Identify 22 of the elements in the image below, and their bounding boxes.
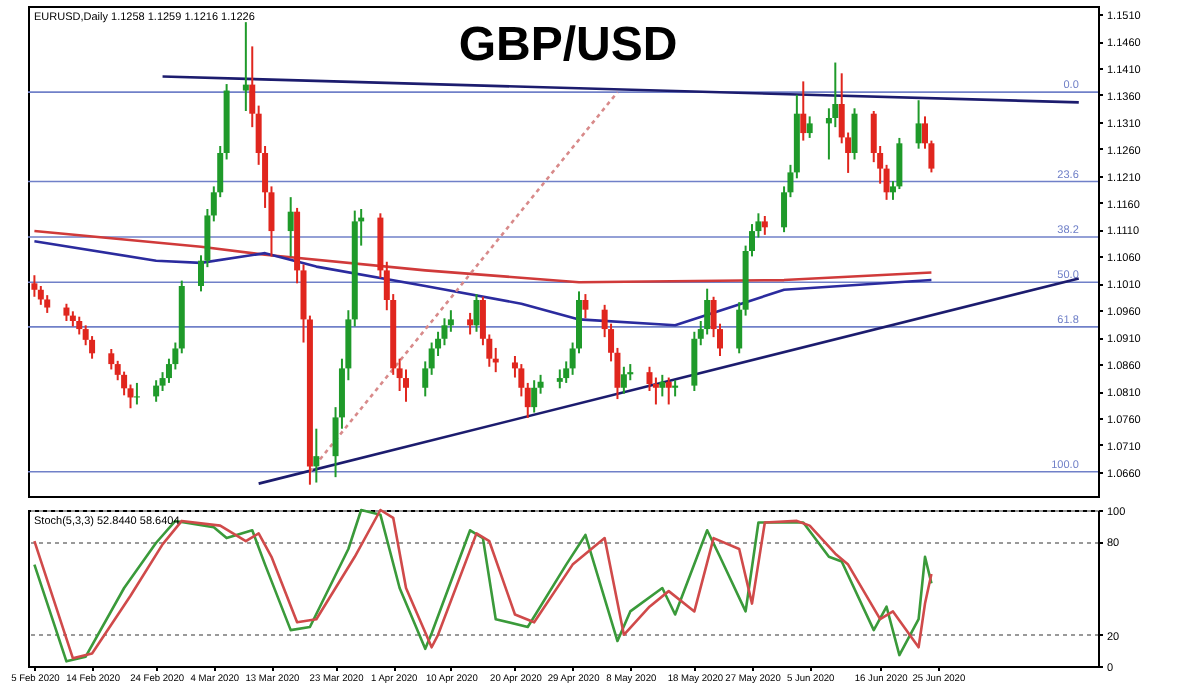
candlestick [659,373,666,398]
candlestick [851,107,858,161]
candlestick [620,365,627,395]
candlestick [582,293,589,320]
candlestick [242,21,249,112]
candlestick [761,215,768,236]
candlestick [473,293,480,333]
line-series [33,240,933,327]
candlestick [287,196,294,258]
candlestick [806,115,813,139]
line-series [33,229,933,284]
chart-title: GBP/USD [458,18,678,72]
candlestick [665,376,672,406]
candlestick [153,379,160,403]
candlestick [915,99,922,150]
candlestick [313,427,320,484]
candlestick [467,311,474,336]
candlestick [531,379,538,414]
candlestick [800,80,807,142]
candlestick [133,381,140,406]
candlestick [31,274,38,298]
candlestick [556,368,563,390]
